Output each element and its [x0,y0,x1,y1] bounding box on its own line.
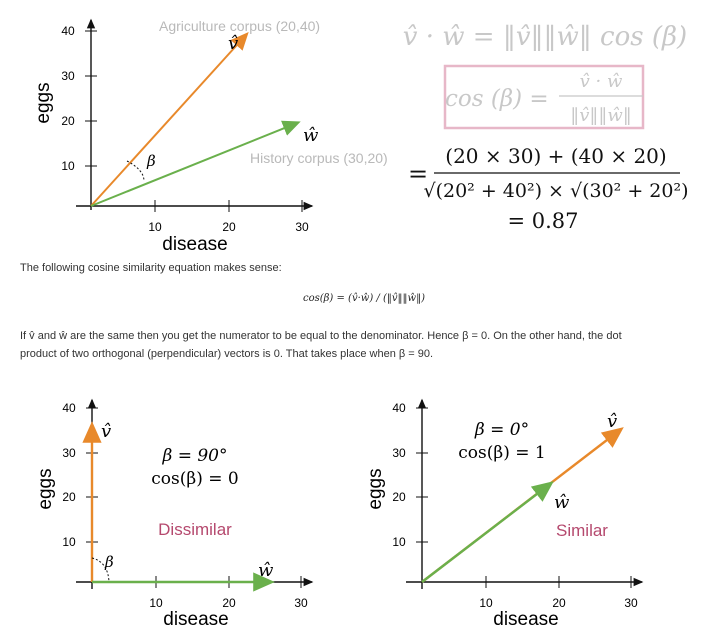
beta-label: β [146,152,156,170]
cos-equation: cos(β) = 0 [151,469,238,489]
v-hat-label: v̂ [228,33,238,54]
paragraph-explanation-line1: If v̂ and ŵ are the same then you get th… [20,330,622,342]
x-tick-label: 20 [552,596,566,610]
top-figure: 40 30 20 10 10 20 30 eggs disease β v̂ ŵ… [33,18,689,255]
y-tick-label: 20 [61,114,75,128]
similar-tag: Similar [556,521,608,540]
y-tick-label: 40 [392,401,406,415]
cos-lhs: cos (β) = [445,86,549,112]
x-ticks [485,576,632,588]
x-axis-label: disease [493,609,559,630]
dot-product-equation: v̂ · ŵ = ‖v̂‖‖ŵ‖ cos (β) [403,22,687,52]
y-tick-label: 30 [62,446,76,460]
result-value: = 0.87 [507,209,578,233]
w-hat-label: ŵ [554,492,570,513]
x-tick-label: 10 [149,596,163,610]
y-ticks [416,407,428,543]
highlight-box [443,64,645,130]
left-figure: 40 30 20 10 10 20 30 eggs disease β v̂ ŵ… [35,398,314,630]
v-hat-label: v̂ [607,411,617,432]
calc-numerator: (20 × 30) + (40 × 20) [445,144,666,168]
cos-numerator: v̂ · ŵ [580,71,623,92]
y-axis-label: eggs [33,82,54,123]
x-tick-label: 10 [479,596,493,610]
x-tick-label: 10 [148,220,162,234]
y-axis-label: eggs [365,468,386,509]
vector-w [90,120,301,207]
y-tick-label: 10 [61,159,75,173]
w-hat-label: ŵ [258,560,274,581]
cos-denominator: ‖v̂‖‖ŵ‖ [570,105,632,126]
x-ticks [154,200,303,212]
right-figure: 40 30 20 10 10 20 30 eggs disease v̂ ŵ β… [365,398,644,630]
x-tick-label: 30 [294,596,308,610]
x-tick-label: 20 [222,220,236,234]
x-tick-label: 30 [624,596,638,610]
y-tick-label: 30 [392,446,406,460]
y-axis-label: eggs [35,468,56,509]
y-tick-label: 20 [62,490,76,504]
cosine-formula: cos(β) = (v̂·ŵ) / (‖v̂‖‖ŵ‖) [302,293,425,304]
y-tick-label: 40 [61,24,75,38]
paragraph-intro: The following cosine similarity equation… [20,262,282,274]
agri-corpus-label: Agriculture corpus (20,40) [159,18,320,34]
vector-w [421,481,554,583]
y-tick-label: 10 [392,535,406,549]
y-tick-label: 40 [62,401,76,415]
angle-arc [126,160,145,182]
equals-sign: = [408,160,428,188]
y-ticks [85,30,97,167]
y-tick-label: 20 [392,490,406,504]
history-corpus-label: History corpus (30,20) [250,150,388,166]
calc-denominator: √(20² + 40²) × √(30² + 20²) [423,180,688,202]
v-hat-label: v̂ [101,421,111,442]
dissimilar-tag: Dissimilar [158,520,232,539]
cos-equation: cos(β) = 1 [458,443,545,463]
angle-arc [91,557,110,583]
x-tick-label: 30 [295,220,309,234]
beta-label: β [104,553,114,571]
beta-equation: β = 90° [161,446,227,466]
y-tick-label: 10 [62,535,76,549]
beta-equation: β = 0° [474,420,529,440]
w-hat-label: ŵ [303,125,319,146]
x-axis-label: disease [162,234,228,255]
paragraph-explanation-line2: product of two orthogonal (perpendicular… [20,348,434,360]
x-tick-label: 20 [222,596,236,610]
x-axis-label: disease [163,609,229,630]
vector-v [90,32,249,207]
y-tick-label: 30 [61,69,75,83]
